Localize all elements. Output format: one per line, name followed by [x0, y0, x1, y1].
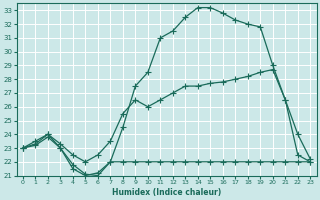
- X-axis label: Humidex (Indice chaleur): Humidex (Indice chaleur): [112, 188, 221, 197]
